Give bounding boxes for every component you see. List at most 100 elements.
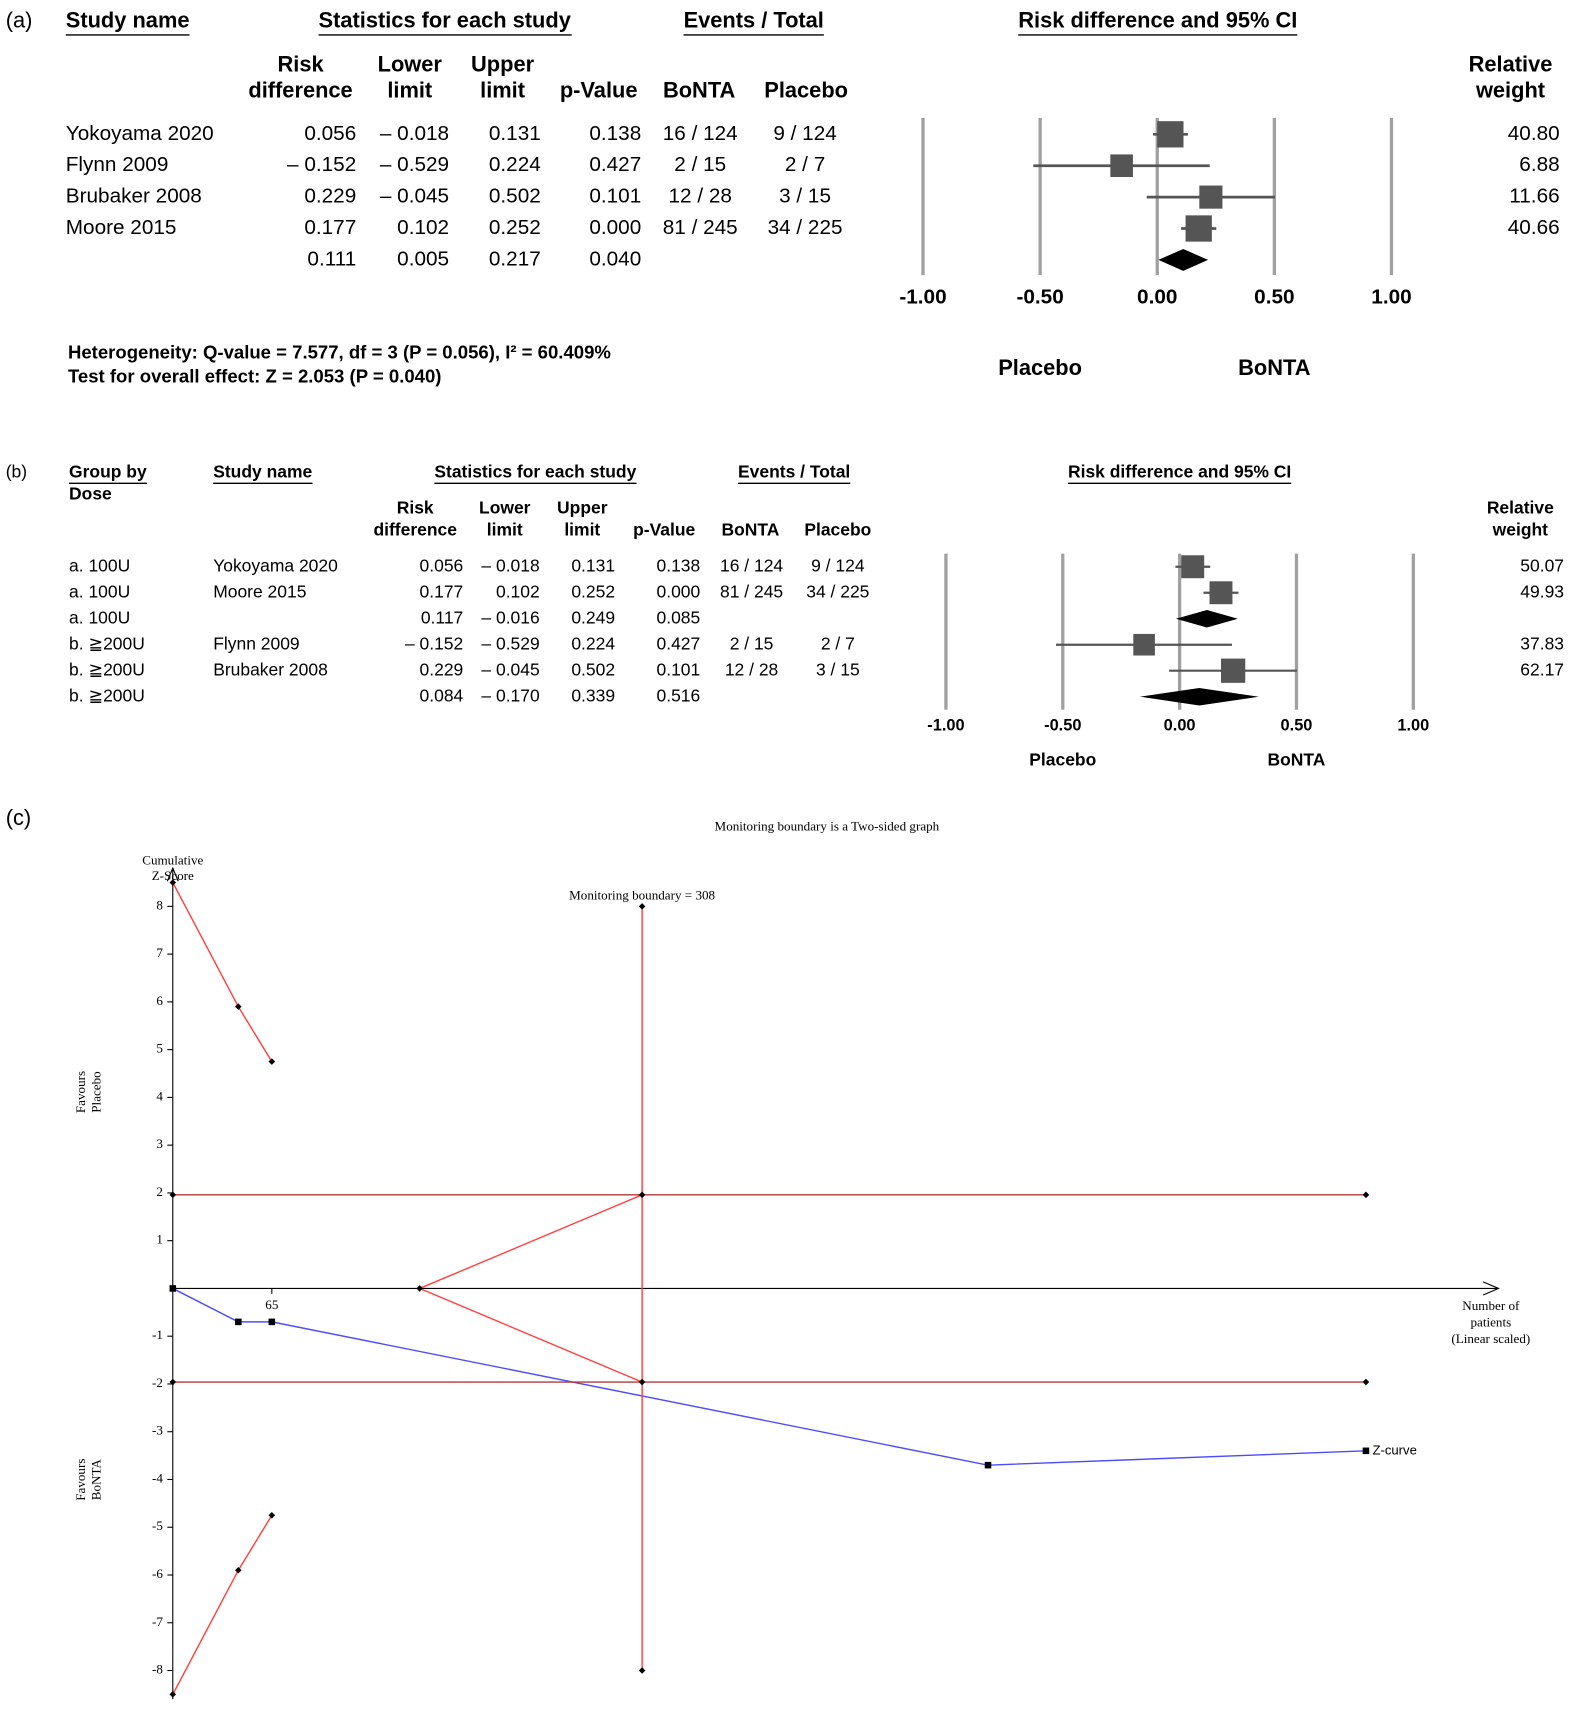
table-cell: 12 / 28 [725, 659, 778, 679]
y-tick-label: -2 [152, 1375, 163, 1390]
table-cell: 0.101 [589, 185, 641, 208]
y-tick-label: -5 [152, 1518, 163, 1533]
table-cell: 0.138 [657, 555, 701, 575]
table-cell: 0.249 [571, 607, 615, 627]
table-cell: 0.427 [589, 153, 641, 176]
panel-label: (c) [6, 805, 31, 830]
table-cell: b. ≧200U [69, 659, 145, 679]
y-tick-label: 2 [156, 1184, 163, 1199]
table-cell: 0.339 [571, 685, 615, 705]
table-cell: 2 / 7 [821, 633, 855, 653]
table-cell: 9 / 124 [811, 555, 865, 575]
series-line [172, 882, 273, 1062]
column-header: Relative [1469, 51, 1553, 76]
table-cell: 0.005 [397, 247, 449, 270]
summary-diamond [1139, 687, 1259, 706]
x-tick-label: 1.00 [1397, 717, 1429, 735]
table-cell: – 0.152 [287, 153, 356, 176]
point-marker [1362, 1191, 1370, 1199]
column-group-header: Statistics for each study [434, 461, 636, 481]
table-cell: 40.66 [1508, 216, 1560, 239]
table-cell: – 0.529 [380, 153, 449, 176]
point-marker [169, 1191, 177, 1199]
point-marker [638, 1667, 646, 1674]
table-cell: Brubaker 2008 [66, 185, 202, 208]
y-tick-label: 3 [156, 1136, 163, 1151]
x-tick-label: 1.00 [1371, 286, 1411, 309]
table-cell: 0.177 [304, 216, 356, 239]
table-cell: 0.000 [589, 216, 641, 239]
column-header: Upper [471, 51, 535, 76]
column-header: Lower [378, 51, 443, 76]
table-cell: – 0.170 [481, 685, 540, 705]
point-marker [638, 903, 646, 910]
column-header: Lower [479, 497, 531, 517]
y-tick-label: 4 [156, 1088, 163, 1103]
point-marker [638, 1378, 646, 1386]
y-axis-arrow [166, 866, 179, 882]
y-tick-label: -1 [152, 1327, 163, 1342]
table-cell: – 0.529 [481, 633, 539, 653]
table-cell: 3 / 15 [816, 659, 860, 679]
table-cell: Flynn 2009 [66, 153, 169, 176]
table-cell: 0.224 [489, 153, 541, 176]
table-cell: 0.177 [420, 581, 464, 601]
y-axis-label: Cumulative [142, 853, 203, 868]
table-cell: 34 / 225 [806, 581, 869, 601]
favours-label: Placebo [998, 355, 1082, 380]
column-header: Relative [1487, 497, 1554, 517]
table-cell: – 0.016 [481, 607, 539, 627]
table-cell: Brubaker 2008 [213, 659, 328, 679]
table-cell: 81 / 245 [720, 581, 783, 601]
y-tick-label: 8 [156, 897, 163, 912]
y-tick-label: 5 [156, 1041, 163, 1056]
table-cell: 0.084 [420, 685, 464, 705]
table-cell: 0.056 [304, 122, 356, 145]
column-header: limit [487, 519, 523, 539]
table-cell: 0.252 [489, 216, 541, 239]
column-header: BoNTA [722, 519, 780, 539]
y-tick-label: -8 [152, 1662, 163, 1677]
table-cell: a. 100U [69, 581, 130, 601]
table-cell: 0.217 [489, 247, 541, 270]
effect-square [1181, 555, 1205, 579]
x-axis-label: Number of [1462, 1298, 1520, 1313]
table-cell: – 0.018 [481, 555, 539, 575]
column-header: Risk [397, 497, 434, 517]
tsa-panel: (c) Monitoring boundary is a Two-sided gr… [6, 805, 1530, 1700]
x-axis-label: (Linear scaled) [1451, 1331, 1530, 1346]
table-cell: Yokoyama 2020 [66, 122, 214, 145]
table-cell: b. ≧200U [69, 685, 145, 705]
series-line [172, 1514, 273, 1695]
y-tick-label: -7 [152, 1614, 163, 1629]
favours-label: Favours Placebo [73, 1071, 103, 1113]
column-header: p-Value [560, 77, 638, 102]
table-cell: 11.66 [1509, 185, 1559, 208]
point-marker [268, 1058, 276, 1065]
favours-label: Favours BoNTA [73, 1459, 103, 1501]
table-cell: 12 / 28 [669, 185, 732, 208]
table-cell: b. ≧200U [69, 633, 145, 653]
point-marker [235, 1318, 242, 1326]
column-header: weight [1475, 77, 1545, 102]
table-cell: 0.224 [571, 633, 615, 653]
favours-text: Favours [73, 1071, 88, 1113]
effect-square [1185, 215, 1212, 242]
table-cell: 0.101 [657, 659, 701, 679]
table-cell: 0.516 [657, 685, 701, 705]
column-header: BoNTA [663, 77, 736, 102]
table-cell: – 0.152 [405, 633, 463, 653]
point-marker [1362, 1378, 1370, 1386]
table-cell: 0.427 [657, 633, 701, 653]
point-marker [268, 1318, 276, 1326]
column-group-header: Events / Total [684, 8, 824, 33]
y-tick-label: -4 [152, 1470, 163, 1485]
table-cell: Moore 2015 [66, 216, 177, 239]
column-group-header: Dose [69, 483, 112, 503]
summary-diamond [1158, 248, 1209, 271]
x-tick-label: -1.00 [927, 717, 964, 735]
table-cell: 0.252 [571, 581, 615, 601]
table-cell: 0.131 [571, 555, 615, 575]
summary-diamond [1175, 609, 1238, 628]
